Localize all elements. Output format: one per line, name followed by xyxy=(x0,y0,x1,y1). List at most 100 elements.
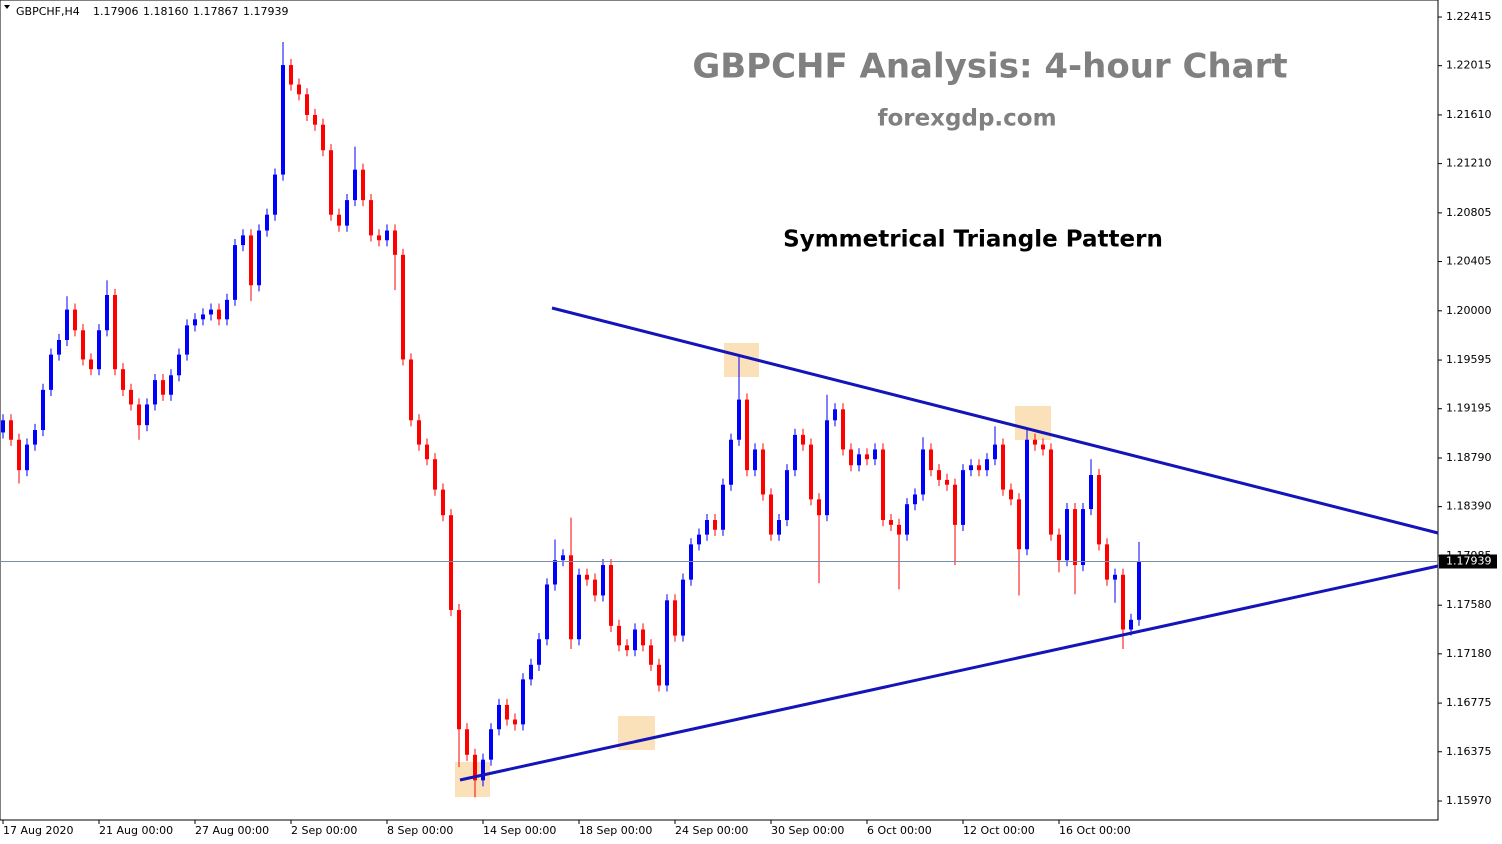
candle-body xyxy=(921,449,925,495)
candle-body xyxy=(361,169,365,201)
ohlc-high: 1.18160 xyxy=(143,5,189,18)
candle-body xyxy=(1137,561,1141,620)
candle-body xyxy=(17,439,21,471)
candle-body xyxy=(97,330,101,370)
candle-body xyxy=(9,420,13,440)
candle-body xyxy=(337,214,341,226)
x-tick-label: 12 Oct 00:00 xyxy=(963,824,1035,837)
candle-body xyxy=(753,449,757,471)
candle-body xyxy=(873,449,877,460)
y-tick-label: 1.22415 xyxy=(1446,10,1492,23)
candle-body xyxy=(449,515,453,611)
candle-body xyxy=(129,389,133,405)
candle-body xyxy=(625,645,629,651)
candle-body xyxy=(1017,499,1021,550)
candle-body xyxy=(729,439,733,485)
candle-body xyxy=(665,600,669,686)
x-tick-label: 14 Sep 00:00 xyxy=(483,824,556,837)
y-tick-label: 1.22015 xyxy=(1446,59,1492,72)
chart-title: GBPCHF Analysis: 4-hour Chart xyxy=(692,47,1287,87)
candle-body xyxy=(57,339,61,355)
candle-body xyxy=(705,520,709,535)
x-tick-label: 8 Sep 00:00 xyxy=(387,824,453,837)
candle-body xyxy=(1009,489,1013,500)
candle-body xyxy=(961,470,965,525)
x-tick-label: 24 Sep 00:00 xyxy=(675,824,748,837)
candle-body xyxy=(793,434,797,471)
candle-body xyxy=(993,444,997,460)
candle-body xyxy=(1097,475,1101,545)
candle-body xyxy=(473,754,477,781)
candle-body xyxy=(433,459,437,490)
x-tick-label: 21 Aug 00:00 xyxy=(99,824,173,837)
candle-body xyxy=(1089,475,1093,510)
candle-body xyxy=(881,449,885,521)
candle-body xyxy=(601,565,605,596)
candle-body xyxy=(281,65,285,175)
y-tick-label: 1.17580 xyxy=(1446,598,1492,611)
candle-body xyxy=(1,420,5,433)
candle-body xyxy=(425,444,429,460)
candle-body xyxy=(177,354,181,376)
candle-body xyxy=(1049,449,1053,535)
candle-body xyxy=(313,114,317,125)
candle-body xyxy=(889,520,893,525)
candle-body xyxy=(1113,574,1117,580)
candle-body xyxy=(1129,619,1133,630)
candle-body xyxy=(1073,509,1077,566)
candle-body xyxy=(1041,444,1045,450)
candle-body xyxy=(1121,574,1125,630)
menu-icon[interactable] xyxy=(4,5,10,9)
candle-body xyxy=(49,354,53,390)
candle-body xyxy=(537,639,541,665)
candle-body xyxy=(41,389,45,431)
candle-body xyxy=(953,484,957,525)
candle-body xyxy=(569,555,573,640)
y-tick-label: 1.21210 xyxy=(1446,157,1492,170)
candle-body xyxy=(905,504,909,535)
x-tick-label: 16 Oct 00:00 xyxy=(1059,824,1131,837)
candle-body xyxy=(225,299,229,320)
candle-body xyxy=(1001,444,1005,490)
candle-body xyxy=(513,719,517,725)
candle-body xyxy=(265,214,269,231)
y-tick-label: 1.21610 xyxy=(1446,108,1492,121)
candle-body xyxy=(65,309,69,340)
candle-body xyxy=(1025,439,1029,550)
candle-body xyxy=(377,235,381,241)
candle-body xyxy=(113,294,117,370)
candle-body xyxy=(161,380,165,395)
candle-body xyxy=(105,294,109,331)
candle-body xyxy=(801,434,805,445)
candle-body xyxy=(945,479,949,485)
last-price-label: 1.17939 xyxy=(1446,555,1492,568)
y-tick-label: 1.16775 xyxy=(1446,696,1492,709)
x-tick-label: 6 Oct 00:00 xyxy=(867,824,932,837)
candle-body xyxy=(617,625,621,646)
y-tick-label: 1.20805 xyxy=(1446,206,1492,219)
annotation: Symmetrical Triangle Pattern xyxy=(783,227,1163,253)
x-tick-label: 17 Aug 2020 xyxy=(3,824,73,837)
candle-body xyxy=(937,470,941,480)
y-tick-label: 1.20000 xyxy=(1446,304,1492,317)
candle-body xyxy=(761,449,765,495)
candle-body xyxy=(417,420,421,445)
candle-body xyxy=(697,534,701,545)
y-tick-label: 1.18790 xyxy=(1446,451,1492,464)
candle-body xyxy=(193,319,197,326)
candle-body xyxy=(969,465,973,471)
candle-body xyxy=(809,444,813,500)
candle-body xyxy=(441,489,445,516)
candle-body xyxy=(929,449,933,471)
y-tick-label: 1.15970 xyxy=(1446,794,1492,807)
candle-body xyxy=(241,235,245,246)
y-tick-label: 1.20405 xyxy=(1446,255,1492,268)
candle-body xyxy=(1065,509,1069,561)
candle-body xyxy=(329,150,333,215)
candle-body xyxy=(465,729,469,755)
x-tick-label: 2 Sep 00:00 xyxy=(291,824,357,837)
candle-body xyxy=(609,565,613,626)
candle-body xyxy=(977,465,981,471)
candle-body xyxy=(1033,439,1037,445)
candle-body xyxy=(145,404,149,426)
